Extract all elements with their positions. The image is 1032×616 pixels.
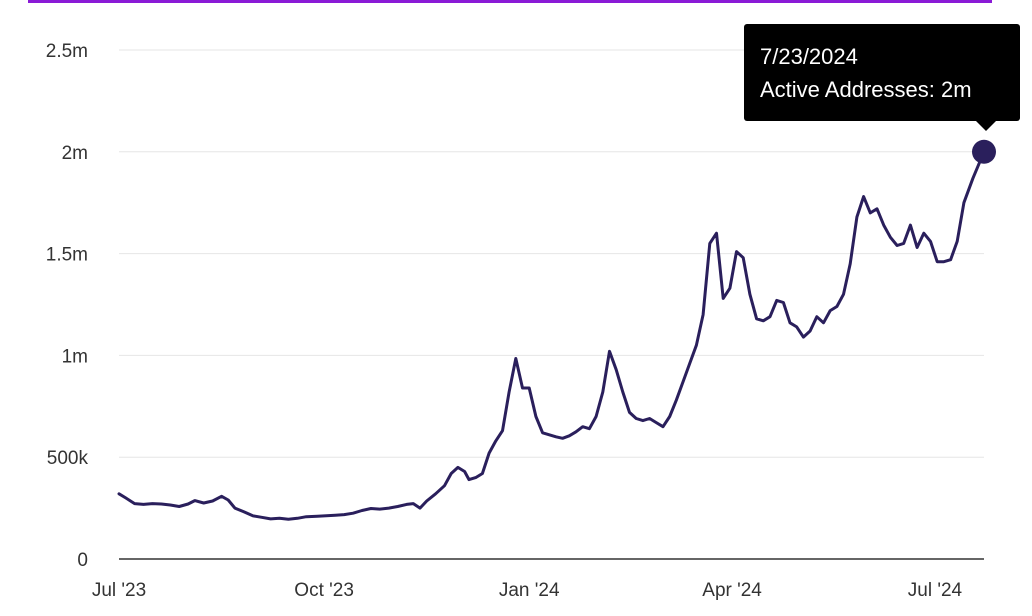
x-tick-label: Jul '24 <box>908 580 963 601</box>
x-axis-tick-labels: Jul '23 Oct '23 Jan '24 Apr '24 Jul '24 <box>92 580 963 601</box>
x-tick-label: Apr '24 <box>702 580 762 601</box>
tooltip-value: Active Addresses: 2m <box>760 77 972 102</box>
x-tick-label: Jan '24 <box>499 580 560 601</box>
tooltip: 7/23/2024 Active Addresses: 2m <box>744 24 1020 131</box>
highlight-data-point[interactable] <box>972 139 996 164</box>
y-tick-label: 0 <box>77 550 88 571</box>
top-accent-border <box>28 0 992 3</box>
y-tick-label: 500k <box>47 448 89 469</box>
y-tick-label: 1.5m <box>46 245 88 266</box>
tooltip-date: 7/23/2024 <box>760 44 858 69</box>
y-tick-label: 1m <box>62 346 88 367</box>
y-tick-label: 2.5m <box>46 41 88 62</box>
y-axis-tick-labels: 0 500k 1m 1.5m 2m 2.5m <box>46 41 89 571</box>
y-tick-label: 2m <box>62 143 88 164</box>
x-tick-label: Jul '23 <box>92 580 146 601</box>
x-tick-label: Oct '23 <box>294 580 354 601</box>
active-addresses-line[interactable] <box>117 150 986 521</box>
